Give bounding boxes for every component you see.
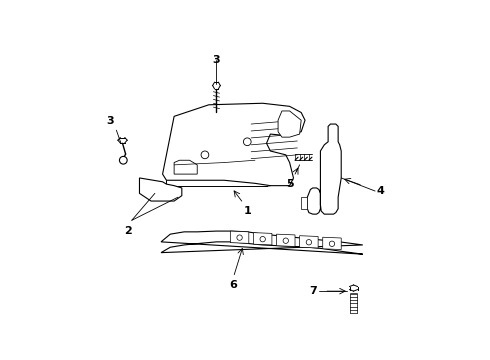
Circle shape (201, 151, 209, 159)
Text: 3: 3 (106, 116, 114, 126)
Polygon shape (278, 111, 301, 137)
Text: 1: 1 (244, 206, 251, 216)
Polygon shape (174, 160, 197, 174)
Polygon shape (253, 233, 272, 245)
Polygon shape (230, 231, 249, 243)
Polygon shape (161, 231, 363, 254)
Circle shape (237, 235, 242, 240)
Text: 7: 7 (309, 286, 317, 296)
Text: 2: 2 (124, 226, 132, 237)
Polygon shape (276, 234, 295, 247)
Circle shape (244, 138, 251, 145)
Circle shape (120, 156, 127, 164)
Polygon shape (323, 237, 341, 249)
Text: 6: 6 (229, 280, 237, 291)
Text: 5: 5 (286, 179, 294, 189)
Polygon shape (140, 178, 182, 201)
Circle shape (306, 239, 312, 245)
Polygon shape (300, 236, 318, 248)
Circle shape (283, 238, 289, 243)
Circle shape (329, 241, 335, 247)
Polygon shape (307, 124, 341, 214)
Text: 4: 4 (377, 186, 385, 196)
Text: 3: 3 (213, 55, 220, 65)
Polygon shape (163, 103, 305, 186)
Circle shape (260, 237, 266, 242)
Polygon shape (301, 197, 307, 209)
